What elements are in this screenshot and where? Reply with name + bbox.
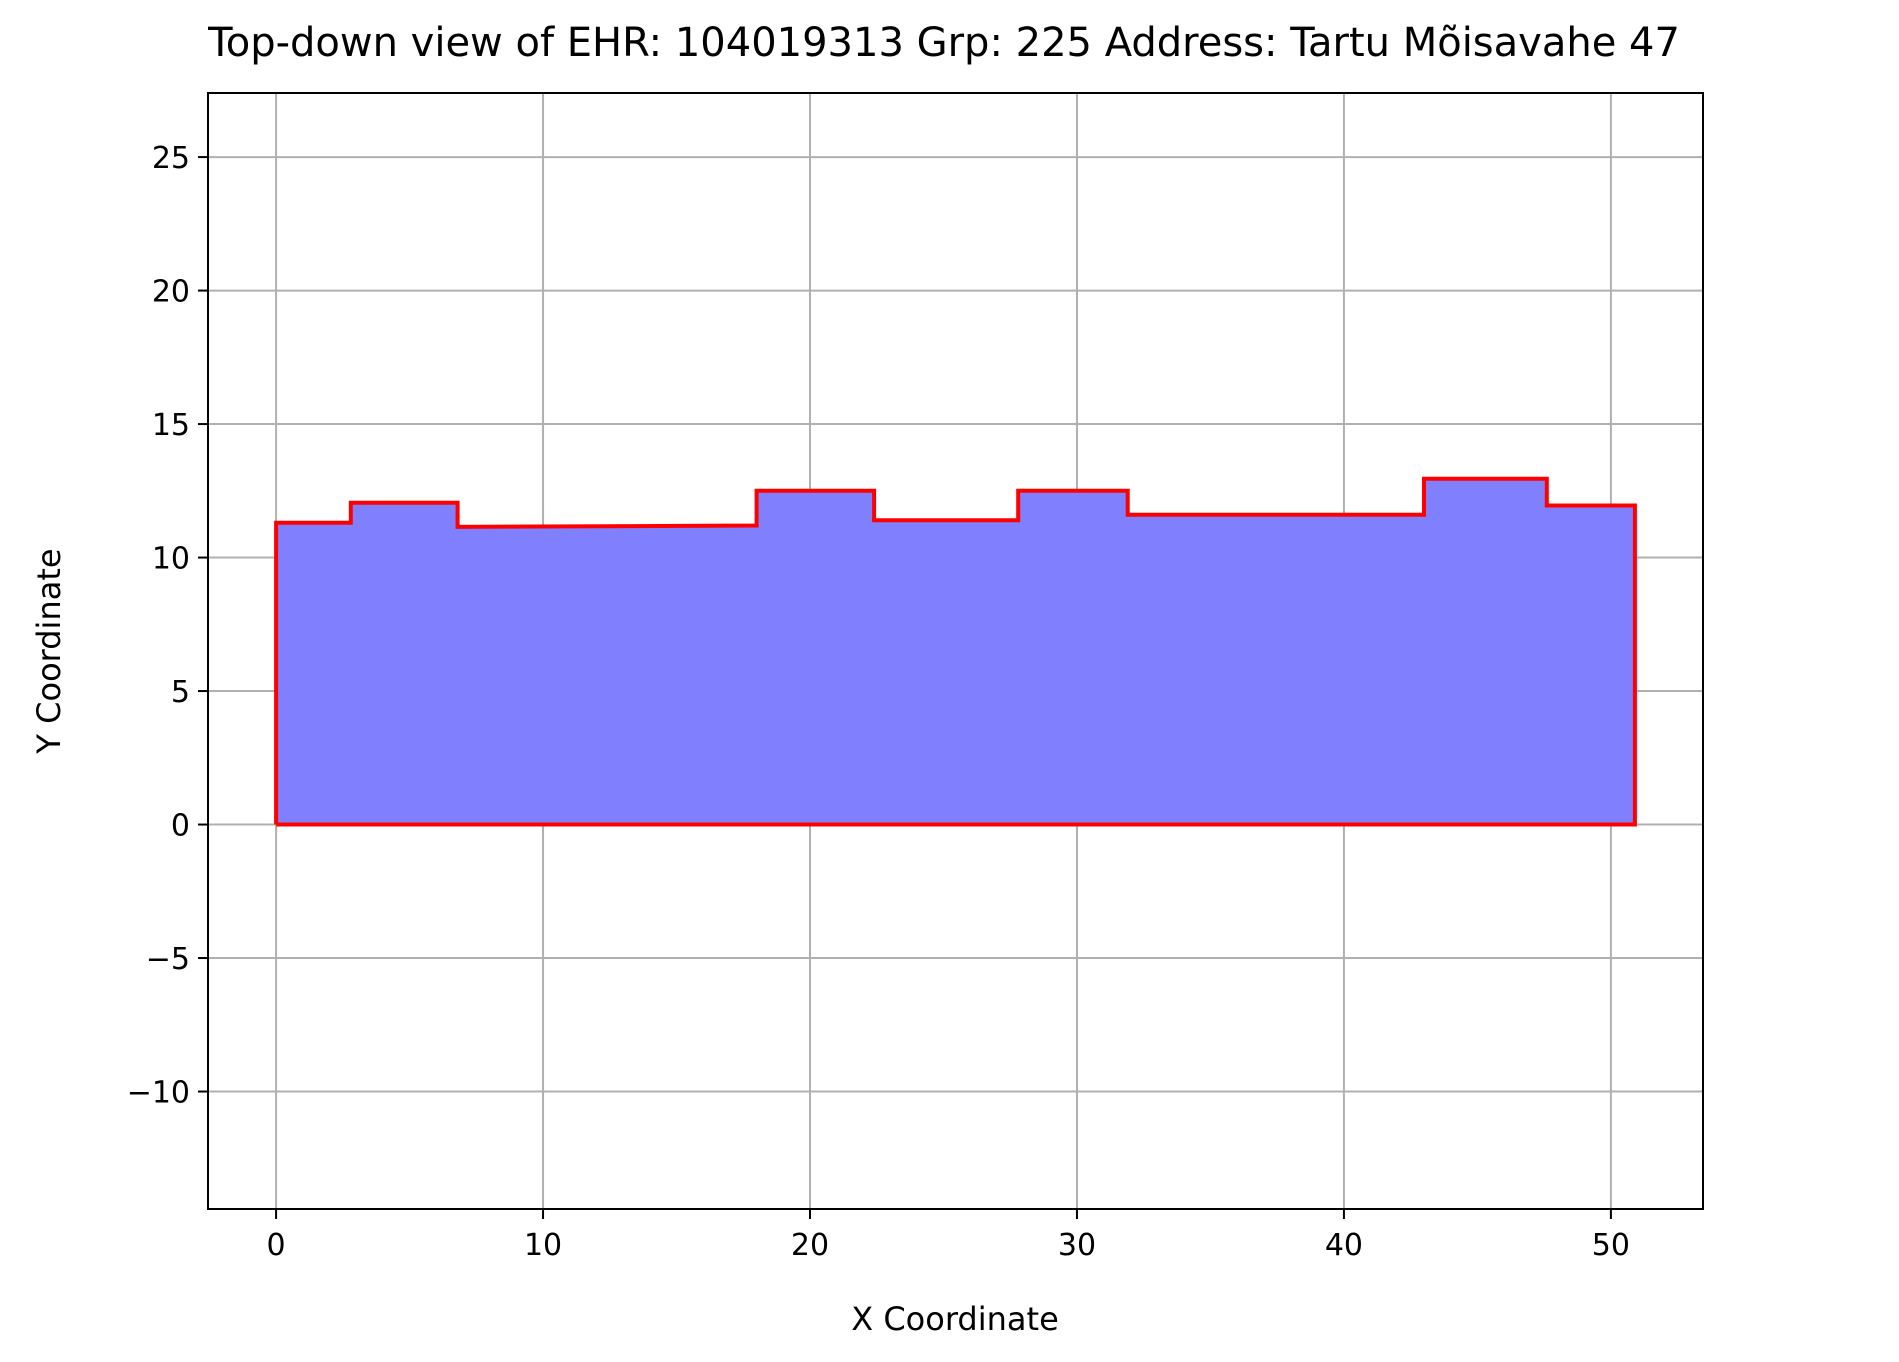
y-tick-label: 25: [152, 141, 190, 176]
x-tick-label: 30: [1058, 1228, 1096, 1263]
plot-data: [274, 476, 1637, 827]
x-tick-label: 50: [1592, 1228, 1630, 1263]
y-axis-label: Y Coordinate: [30, 548, 68, 754]
y-tick-label: 5: [171, 675, 190, 710]
x-tick-label: 0: [267, 1228, 286, 1263]
x-tick-label: 40: [1325, 1228, 1363, 1263]
x-tick-label: 20: [791, 1228, 829, 1263]
x-axis-label: X Coordinate: [851, 1300, 1059, 1338]
footprint-outline: [274, 476, 1637, 827]
x-tick-label: 10: [524, 1228, 562, 1263]
axes-frame: [207, 92, 1704, 1210]
y-tick-label: 10: [152, 542, 190, 577]
y-tick-label: 15: [152, 408, 190, 443]
y-tick-label: 0: [171, 809, 190, 844]
y-tick-label: 20: [152, 275, 190, 310]
axis-ticks: 0 10 20 30 40 50 −10 −5 0 5 10 15 20 25: [127, 141, 1630, 1263]
y-tick-label: −10: [127, 1076, 190, 1111]
chart-title: Top-down view of EHR: 104019313 Grp: 225…: [207, 20, 1680, 66]
footprint-fill: [276, 478, 1635, 825]
y-tick-label: −5: [146, 942, 190, 977]
